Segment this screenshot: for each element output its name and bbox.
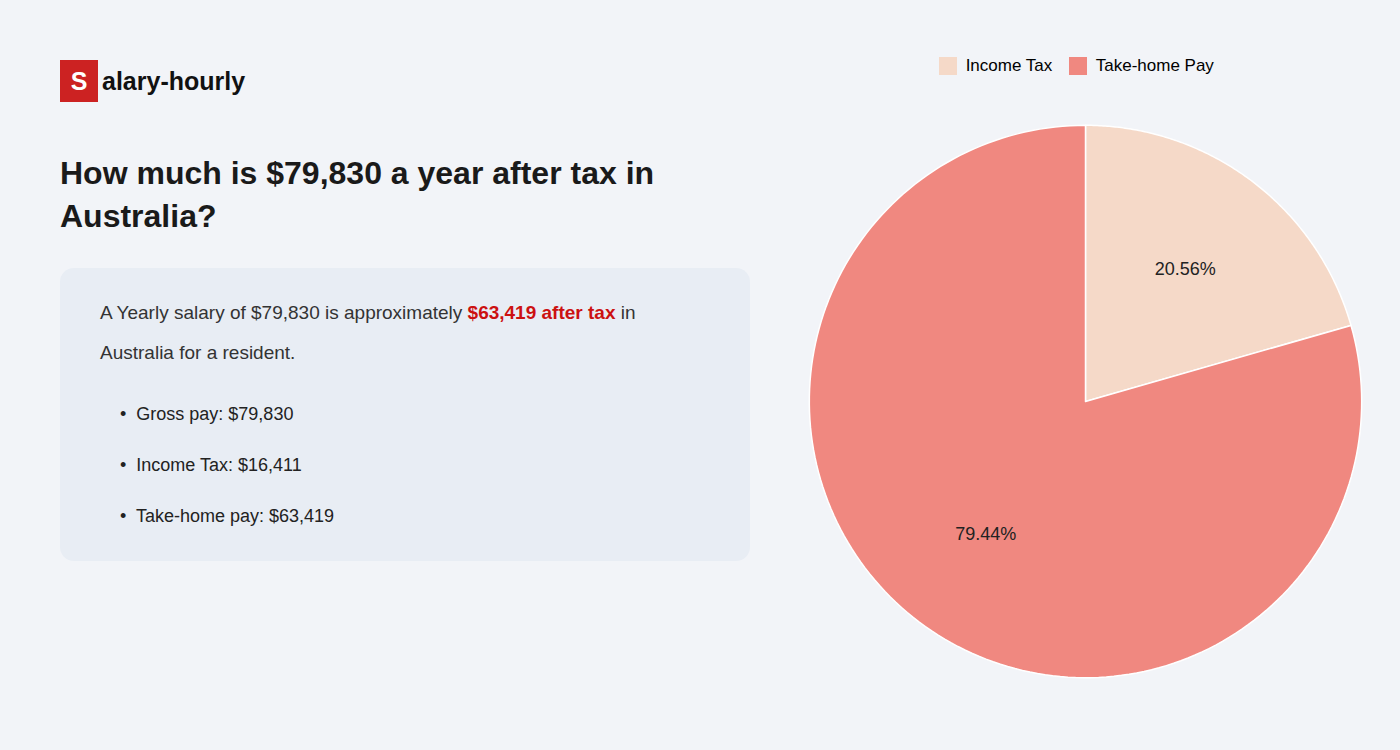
svg-text:79.44%: 79.44% [955,523,1016,543]
html-text:• Gross pay: $79,830: • Gross pay: $79,830 [120,404,294,425]
html-text:alary-hourly: alary-hourly [102,66,246,95]
html-text:Australia for a resident.: Australia for a resident. [100,342,296,364]
html-text:Income Tax: Income Tax [965,55,1053,75]
html-text:How much is $79,830 a year aft: How much is $79,830 a year after tax in [60,155,655,191]
html-text:• Take-home pay: $63,419: • Take-home pay: $63,419 [120,506,335,527]
html-text:S: S [70,66,88,95]
html-text:A Yearly salary of $79,830 is: A Yearly salary of $79,830 is approximat… [100,302,636,324]
html-text:Australia?: Australia? [60,198,217,235]
html-text:• Income Tax: $16,411: • Income Tax: $16,411 [120,455,302,476]
html-text:Take-home Pay: Take-home Pay [1095,55,1214,75]
svg-text:20.56%: 20.56% [1155,259,1216,279]
